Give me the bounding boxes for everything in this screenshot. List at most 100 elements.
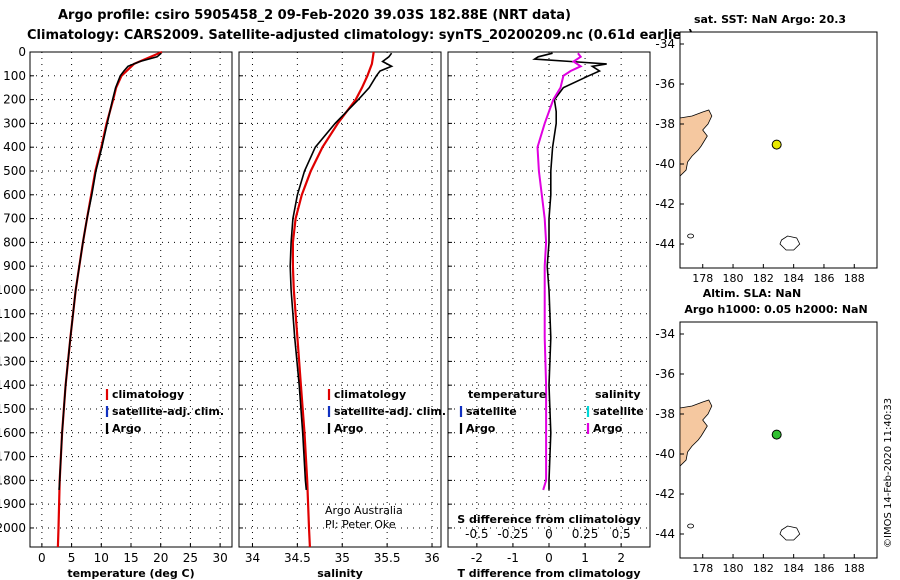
temperature-xtick-label: 30	[212, 551, 227, 565]
sla-map-ytick-label: -38	[655, 407, 675, 421]
temperature-ytick-label: 400	[3, 140, 26, 154]
sst-map-ytick-label: -44	[655, 237, 675, 251]
difference-xtick-label: 0	[545, 551, 553, 565]
sst-map-island-small	[687, 233, 695, 239]
sst-map-ytick-label: -36	[655, 77, 675, 91]
temperature-ytick-label: 1100	[0, 307, 26, 321]
salinity-panel: 34 34.5 35 35.5 36 salinity climatology satelli…	[238, 51, 446, 580]
difference-top-tick-label: 0.5	[612, 527, 631, 541]
sla-map-xtick-label: 184	[783, 562, 804, 575]
sst-map-island-chatham	[779, 235, 801, 251]
temperature-xtick-label: 15	[123, 551, 138, 565]
temperature-ytick-label: 100	[3, 69, 26, 83]
sla-map-argo-marker	[771, 429, 782, 440]
temperature-ytick-label: 1800	[0, 473, 26, 487]
difference-top-tick-label: 0.25	[572, 527, 599, 541]
salinity-xtick-label: 34	[245, 551, 260, 565]
difference-panel: -2 -1 0 1 2 T difference from climatology -0.5…	[447, 51, 651, 580]
salinity-xtick-label: 36	[424, 551, 439, 565]
sla-map-ytick-label: -40	[655, 447, 675, 461]
temperature-legend-climatology-label: climatology	[112, 388, 184, 401]
temperature-ytick-label: 600	[3, 188, 26, 202]
temperature-ytick-label: 200	[3, 93, 26, 107]
sla-map-coastline	[679, 399, 713, 467]
temperature-panel: 0 5 10 15 20 25 300100200300400500600700800900…	[0, 45, 233, 580]
temperature-xtick-label: 25	[183, 551, 198, 565]
temperature-ytick-label: 1200	[0, 331, 26, 345]
sst-map-argo-marker	[771, 139, 782, 150]
difference-xlabel: T difference from climatology	[457, 567, 640, 580]
temperature-ytick-label: 0	[18, 45, 26, 59]
salinity-legend-climatology-label: climatology	[334, 388, 406, 401]
sla-map-xtick-label: 178	[692, 562, 713, 575]
temperature-ytick-label: 1300	[0, 354, 26, 368]
temperature-ytick-label: 1500	[0, 402, 26, 416]
temperature-ytick-label: 900	[3, 259, 26, 273]
sla-map-island-small	[687, 523, 695, 529]
difference-xtick-label: 2	[617, 551, 625, 565]
difference-top-tick-label: -0.25	[497, 527, 528, 541]
temperature-ytick-label: 1000	[0, 283, 26, 297]
difference-top-tick-label: 0	[545, 527, 553, 541]
difference-xtick-label: 1	[581, 551, 589, 565]
sst-map-xtick-label: 182	[753, 272, 774, 285]
difference-xtick-label: -2	[471, 551, 483, 565]
sst-map-ytick-label: -38	[655, 117, 675, 131]
temperature-ytick-label: 800	[3, 235, 26, 249]
sla-map-ytick-label: -34	[655, 327, 675, 341]
difference-salinity-line	[536, 52, 583, 491]
salinity-annotation-pi: PI: Peter Oke	[325, 518, 396, 531]
sst-map-xtick-label: 184	[783, 272, 804, 285]
temperature-xtick-label: 5	[68, 551, 76, 565]
sst-map-panel: 178 180 182 184 186 188 -34 -36 -38 -40 -42 -44	[655, 31, 878, 285]
sla-map-xtick-label: 182	[753, 562, 774, 575]
sla-map-ytick-label: -44	[655, 527, 675, 541]
temperature-ytick-label: 1700	[0, 450, 26, 464]
sla-map-title: Altim. SLA: NaN	[703, 287, 802, 300]
sst-map-ytick-label: -40	[655, 157, 675, 171]
temperature-ytick-label: 1900	[0, 497, 26, 511]
sla-map-xtick-label: 188	[844, 562, 865, 575]
difference-top-label: S difference from climatology	[457, 513, 641, 526]
temperature-ytick-label: 2000	[0, 521, 26, 535]
sst-map-ytick-label: -42	[655, 197, 675, 211]
temperature-xtick-label: 10	[94, 551, 109, 565]
salinity-frame	[238, 51, 442, 548]
salinity-argo-line	[289, 52, 394, 490]
difference-legend-t-argo-label: Argo	[466, 422, 496, 435]
temperature-legend-satellite-label: satellite-adj. clim.	[112, 405, 224, 418]
temperature-ytick-label: 1600	[0, 426, 26, 440]
salinity-annotation-institution: Argo Australia	[325, 504, 403, 517]
sla-map-subtitle: Argo h1000: 0.05 h2000: NaN	[684, 303, 867, 316]
difference-top-tick-label: -0.5	[465, 527, 488, 541]
imos-credit: ©IMOS 14-Feb-2020 11:40:33	[883, 398, 894, 548]
temperature-ytick-label: 700	[3, 212, 26, 226]
sla-map-xtick-label: 186	[813, 562, 834, 575]
salinity-legend-satellite-label: satellite-adj. clim.	[334, 405, 446, 418]
sla-map-island-chatham	[779, 525, 801, 541]
difference-legend-s-satellite-label: satellite	[593, 405, 644, 418]
sla-map-xtick-label: 180	[723, 562, 744, 575]
temperature-xtick-label: 20	[153, 551, 168, 565]
difference-xtick-label: -1	[507, 551, 519, 565]
temperature-ytick-label: 500	[3, 164, 26, 178]
sla-map-frame	[679, 321, 878, 559]
temperature-xlabel: temperature (deg C)	[67, 567, 194, 580]
sla-map-ytick-label: -42	[655, 487, 675, 501]
temperature-argo-line	[58, 52, 162, 490]
figure-title-line1: Argo profile: csiro 5905458_2 09-Feb-202…	[58, 8, 571, 23]
salinity-xlabel: salinity	[317, 567, 363, 580]
difference-legend-s-argo-label: Argo	[593, 422, 623, 435]
sst-map-ytick-label: -34	[655, 37, 675, 51]
difference-temperature-line	[532, 52, 607, 490]
temperature-legend-argo-label: Argo	[112, 422, 142, 435]
sst-map-title: sat. SST: NaN Argo: 20.3	[694, 13, 846, 26]
sst-map-xtick-label: 186	[813, 272, 834, 285]
salinity-xtick-label: 35.5	[374, 551, 401, 565]
figure-title-line2: Climatology: CARS2009. Satellite-adjuste…	[27, 28, 694, 43]
sst-map-xtick-label: 178	[692, 272, 713, 285]
salinity-legend-argo-label: Argo	[334, 422, 364, 435]
salinity-xtick-label: 35	[335, 551, 350, 565]
sst-map-xtick-label: 180	[723, 272, 744, 285]
